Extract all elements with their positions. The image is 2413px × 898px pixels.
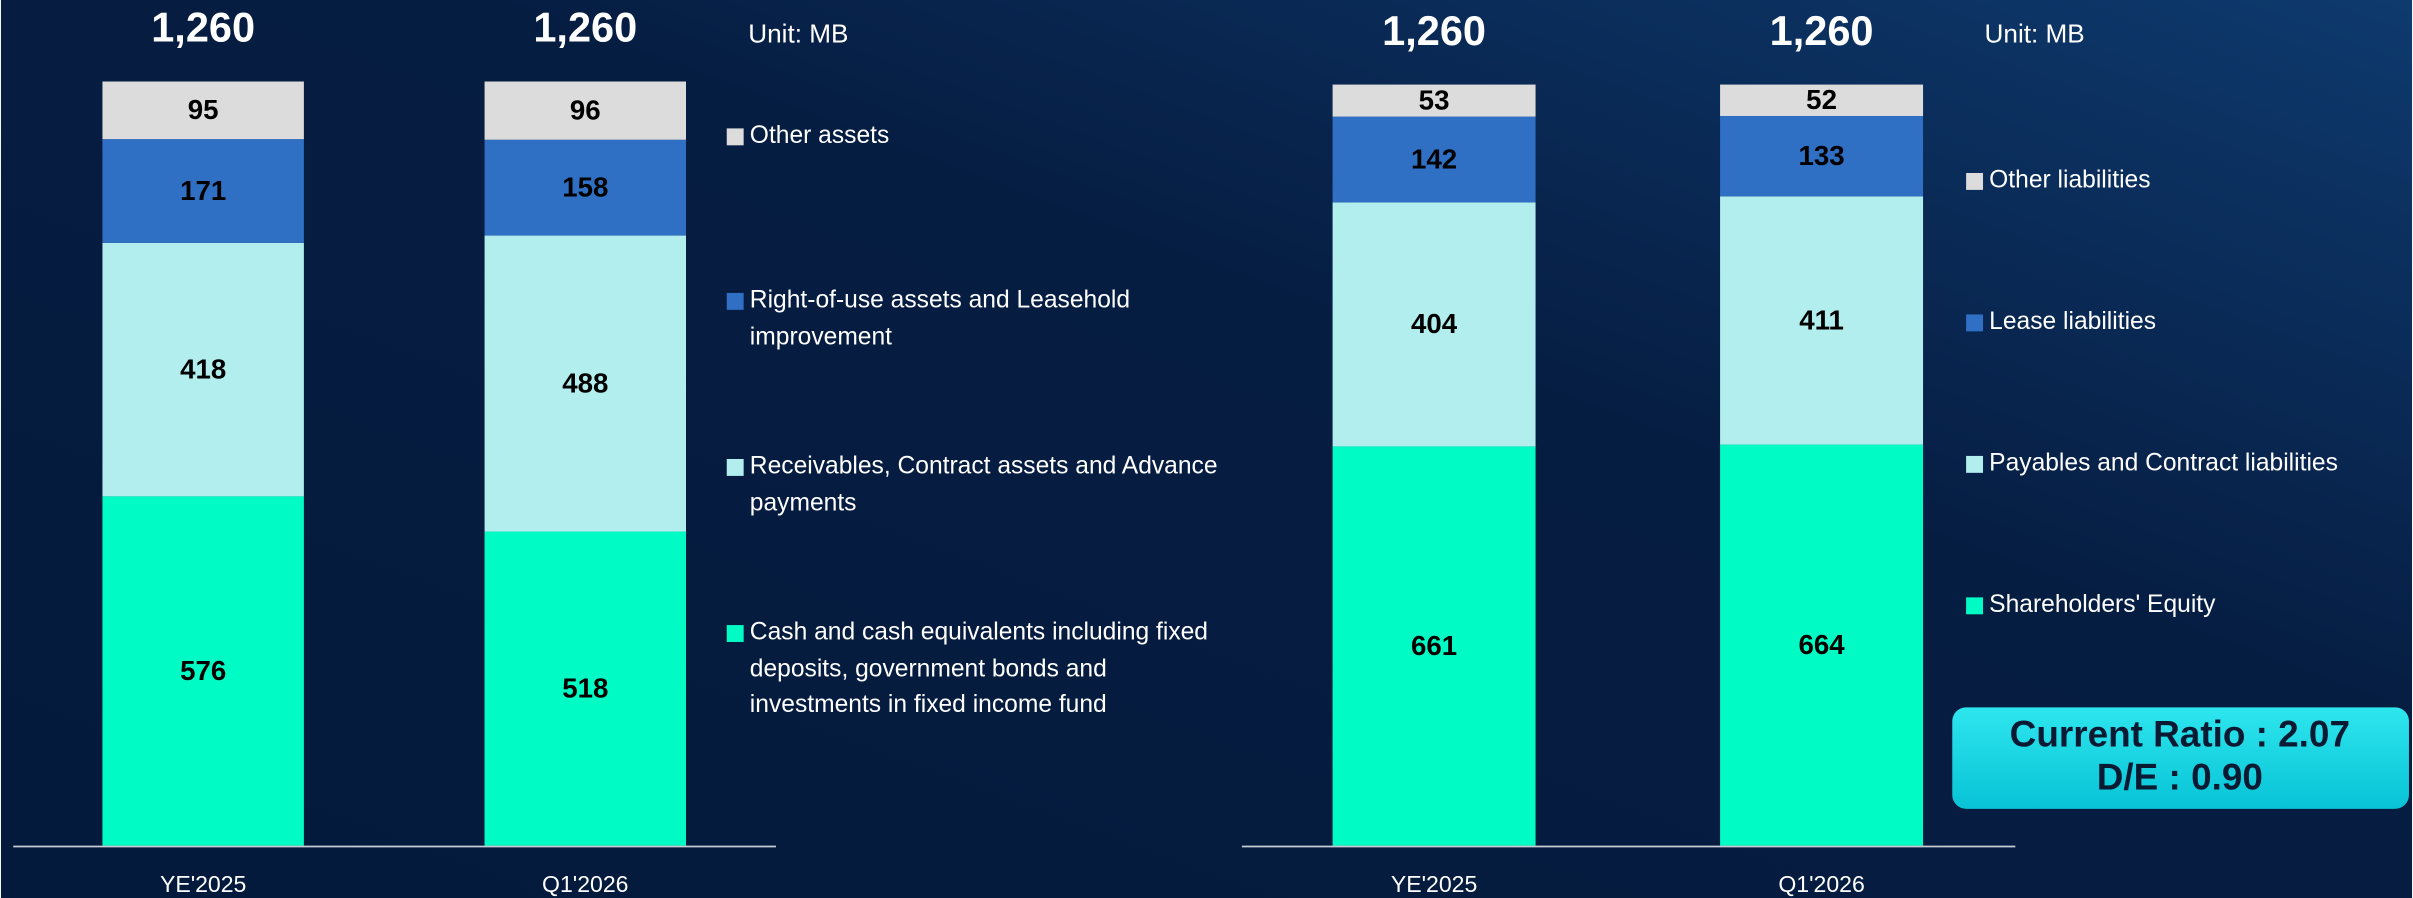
legend-label: Other liabilities [1989, 167, 2151, 194]
legend-label: Receivables, Contract assets and Advance… [749, 453, 1218, 516]
data-label: 53 [1419, 84, 1450, 115]
ratio-box [1952, 707, 2409, 809]
legend-label: Other assets [749, 123, 890, 150]
legend-entry: Receivables, Contract assets and Advance… [749, 453, 1218, 516]
legend-swatch [726, 128, 744, 146]
legend-entry: Other assets [749, 123, 890, 150]
data-label: 418 [180, 353, 226, 384]
x-tick-label: YE'2025 [1391, 871, 1477, 897]
bar-segment [1332, 446, 1536, 846]
bar-segment [484, 531, 686, 846]
total-label: 1,260 [1770, 7, 1874, 54]
data-label: 664 [1798, 629, 1845, 660]
bar-segment [102, 81, 304, 140]
total-label: 1,260 [1382, 7, 1486, 54]
legend-label: Cash and cash equivalents including fixe… [749, 619, 1208, 719]
legend-entry: Shareholders' Equity [1989, 592, 2216, 619]
bar-segment [1720, 444, 1924, 846]
legend-entry: Other liabilities [1989, 167, 2151, 194]
bar-segment [1720, 84, 1924, 116]
total-label: 1,260 [151, 4, 255, 51]
data-label: 518 [562, 672, 608, 703]
legend-swatch [726, 458, 744, 476]
bar-segment [484, 139, 686, 236]
bar-segment [484, 235, 686, 532]
ratio-text: Current Ratio : 2.07 [2010, 713, 2350, 754]
data-label: 576 [180, 655, 226, 686]
bar-segment [102, 139, 304, 243]
legend-label: Lease liabilities [1989, 309, 2157, 336]
unit-label: Unit: MB [748, 18, 848, 48]
bar-segment [1332, 202, 1536, 447]
bar-segment [1720, 196, 1924, 445]
bar-segment [1720, 115, 1924, 197]
data-label: 411 [1799, 304, 1844, 335]
bar-segment [102, 496, 304, 846]
data-label: 95 [188, 94, 219, 125]
total-label: 1,260 [533, 4, 637, 51]
data-label: 488 [562, 367, 608, 398]
data-label: 142 [1411, 143, 1457, 174]
legend-swatch [1966, 314, 1984, 332]
legend-swatch [1966, 172, 1984, 190]
data-label: 404 [1411, 308, 1458, 339]
legend-entry: Right-of-use assets and Leasehold improv… [749, 287, 1131, 350]
data-label: 158 [562, 171, 608, 202]
legend-swatch [1966, 455, 1984, 473]
legend-entry: Cash and cash equivalents including fixe… [749, 619, 1208, 719]
legend-label: Payables and Contract liabilities [1989, 450, 2338, 477]
bar-segment [484, 81, 686, 140]
legend-swatch [726, 625, 744, 642]
data-label: 171 [180, 175, 226, 206]
legend-entry: Payables and Contract liabilities [1989, 450, 2338, 477]
legend-label: Shareholders' Equity [1989, 592, 2216, 619]
x-tick-label: YE'2025 [160, 871, 246, 897]
data-label: 52 [1806, 84, 1837, 115]
bar-segment [102, 242, 304, 497]
data-label: 661 [1411, 630, 1457, 661]
bar-segment [1332, 84, 1536, 117]
data-label: 96 [570, 94, 601, 125]
legend-swatch [1966, 597, 1984, 615]
data-label: 133 [1798, 140, 1844, 171]
bar-segment [1332, 116, 1536, 203]
legend-label: Right-of-use assets and Leasehold improv… [749, 287, 1131, 350]
x-tick-label: Q1'2026 [1778, 871, 1864, 897]
x-tick-label: Q1'2026 [542, 871, 628, 897]
legend-entry: Lease liabilities [1989, 309, 2157, 336]
unit-label: Unit: MB [1985, 18, 2085, 48]
legend-swatch [726, 292, 744, 310]
ratio-text: D/E : 0.90 [2097, 756, 2263, 797]
